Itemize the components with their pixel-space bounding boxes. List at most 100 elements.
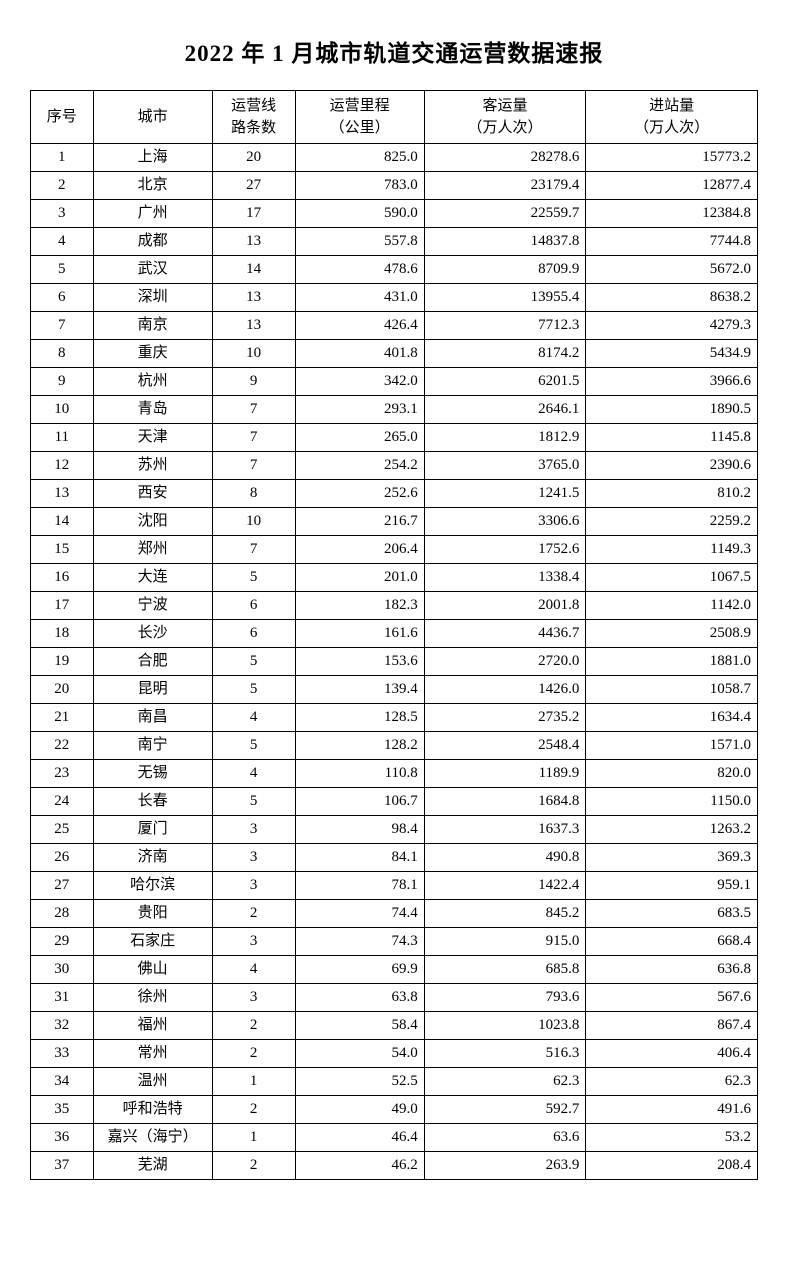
cell-city: 徐州 bbox=[93, 984, 212, 1012]
cell-ent: 5672.0 bbox=[586, 256, 758, 284]
cell-lines: 5 bbox=[212, 788, 295, 816]
cell-idx: 1 bbox=[31, 144, 94, 172]
cell-pax: 685.8 bbox=[424, 956, 586, 984]
cell-ent: 1149.3 bbox=[586, 536, 758, 564]
cell-pax: 793.6 bbox=[424, 984, 586, 1012]
table-row: 25厦门398.41637.31263.2 bbox=[31, 816, 758, 844]
table-body: 1上海20825.028278.615773.22北京27783.023179.… bbox=[31, 144, 758, 1180]
cell-city: 郑州 bbox=[93, 536, 212, 564]
cell-ent: 867.4 bbox=[586, 1012, 758, 1040]
cell-city: 青岛 bbox=[93, 396, 212, 424]
cell-pax: 13955.4 bbox=[424, 284, 586, 312]
table-row: 19合肥5153.62720.01881.0 bbox=[31, 648, 758, 676]
cell-ent: 1142.0 bbox=[586, 592, 758, 620]
cell-km: 52.5 bbox=[295, 1068, 424, 1096]
cell-lines: 5 bbox=[212, 732, 295, 760]
cell-ent: 2390.6 bbox=[586, 452, 758, 480]
cell-city: 济南 bbox=[93, 844, 212, 872]
cell-city: 成都 bbox=[93, 228, 212, 256]
cell-city: 上海 bbox=[93, 144, 212, 172]
table-row: 21南昌4128.52735.21634.4 bbox=[31, 704, 758, 732]
cell-pax: 516.3 bbox=[424, 1040, 586, 1068]
table-row: 12苏州7254.23765.02390.6 bbox=[31, 452, 758, 480]
cell-lines: 2 bbox=[212, 1096, 295, 1124]
cell-ent: 1150.0 bbox=[586, 788, 758, 816]
cell-idx: 9 bbox=[31, 368, 94, 396]
table-row: 22南宁5128.22548.41571.0 bbox=[31, 732, 758, 760]
table-row: 31徐州363.8793.6567.6 bbox=[31, 984, 758, 1012]
cell-ent: 15773.2 bbox=[586, 144, 758, 172]
cell-ent: 4279.3 bbox=[586, 312, 758, 340]
table-row: 24长春5106.71684.81150.0 bbox=[31, 788, 758, 816]
cell-pax: 1241.5 bbox=[424, 480, 586, 508]
cell-ent: 1881.0 bbox=[586, 648, 758, 676]
cell-km: 201.0 bbox=[295, 564, 424, 592]
cell-idx: 12 bbox=[31, 452, 94, 480]
cell-idx: 35 bbox=[31, 1096, 94, 1124]
table-row: 33常州254.0516.3406.4 bbox=[31, 1040, 758, 1068]
table-row: 17宁波6182.32001.81142.0 bbox=[31, 592, 758, 620]
cell-ent: 5434.9 bbox=[586, 340, 758, 368]
col-header-pax: 客运量（万人次） bbox=[424, 91, 586, 144]
cell-idx: 10 bbox=[31, 396, 94, 424]
table-row: 27哈尔滨378.11422.4959.1 bbox=[31, 872, 758, 900]
cell-pax: 8174.2 bbox=[424, 340, 586, 368]
table-row: 20昆明5139.41426.01058.7 bbox=[31, 676, 758, 704]
cell-km: 783.0 bbox=[295, 172, 424, 200]
cell-city: 北京 bbox=[93, 172, 212, 200]
cell-city: 西安 bbox=[93, 480, 212, 508]
cell-pax: 22559.7 bbox=[424, 200, 586, 228]
data-table: 序号 城市 运营线路条数 运营里程（公里） 客运量（万人次） 进站量（万人次） … bbox=[30, 90, 758, 1180]
table-row: 23无锡4110.81189.9820.0 bbox=[31, 760, 758, 788]
cell-ent: 2259.2 bbox=[586, 508, 758, 536]
cell-pax: 1752.6 bbox=[424, 536, 586, 564]
cell-lines: 10 bbox=[212, 508, 295, 536]
cell-lines: 6 bbox=[212, 592, 295, 620]
cell-city: 沈阳 bbox=[93, 508, 212, 536]
cell-pax: 2548.4 bbox=[424, 732, 586, 760]
cell-ent: 959.1 bbox=[586, 872, 758, 900]
cell-idx: 17 bbox=[31, 592, 94, 620]
cell-city: 重庆 bbox=[93, 340, 212, 368]
cell-ent: 636.8 bbox=[586, 956, 758, 984]
cell-idx: 29 bbox=[31, 928, 94, 956]
cell-pax: 3765.0 bbox=[424, 452, 586, 480]
cell-city: 苏州 bbox=[93, 452, 212, 480]
cell-pax: 1189.9 bbox=[424, 760, 586, 788]
cell-km: 342.0 bbox=[295, 368, 424, 396]
table-row: 10青岛7293.12646.11890.5 bbox=[31, 396, 758, 424]
cell-city: 南京 bbox=[93, 312, 212, 340]
cell-city: 石家庄 bbox=[93, 928, 212, 956]
cell-ent: 1571.0 bbox=[586, 732, 758, 760]
cell-km: 216.7 bbox=[295, 508, 424, 536]
cell-ent: 369.3 bbox=[586, 844, 758, 872]
cell-lines: 7 bbox=[212, 452, 295, 480]
cell-km: 153.6 bbox=[295, 648, 424, 676]
cell-ent: 810.2 bbox=[586, 480, 758, 508]
table-row: 5武汉14478.68709.95672.0 bbox=[31, 256, 758, 284]
cell-lines: 2 bbox=[212, 1040, 295, 1068]
table-row: 13西安8252.61241.5810.2 bbox=[31, 480, 758, 508]
cell-lines: 2 bbox=[212, 1152, 295, 1180]
cell-lines: 14 bbox=[212, 256, 295, 284]
cell-city: 长沙 bbox=[93, 620, 212, 648]
cell-km: 58.4 bbox=[295, 1012, 424, 1040]
cell-lines: 27 bbox=[212, 172, 295, 200]
cell-ent: 53.2 bbox=[586, 1124, 758, 1152]
cell-km: 252.6 bbox=[295, 480, 424, 508]
cell-city: 杭州 bbox=[93, 368, 212, 396]
cell-lines: 1 bbox=[212, 1068, 295, 1096]
cell-ent: 406.4 bbox=[586, 1040, 758, 1068]
cell-pax: 7712.3 bbox=[424, 312, 586, 340]
cell-km: 69.9 bbox=[295, 956, 424, 984]
cell-city: 宁波 bbox=[93, 592, 212, 620]
cell-ent: 1145.8 bbox=[586, 424, 758, 452]
cell-pax: 490.8 bbox=[424, 844, 586, 872]
cell-ent: 1058.7 bbox=[586, 676, 758, 704]
cell-km: 401.8 bbox=[295, 340, 424, 368]
cell-ent: 2508.9 bbox=[586, 620, 758, 648]
cell-lines: 3 bbox=[212, 872, 295, 900]
cell-km: 590.0 bbox=[295, 200, 424, 228]
table-row: 34温州152.562.362.3 bbox=[31, 1068, 758, 1096]
cell-ent: 820.0 bbox=[586, 760, 758, 788]
